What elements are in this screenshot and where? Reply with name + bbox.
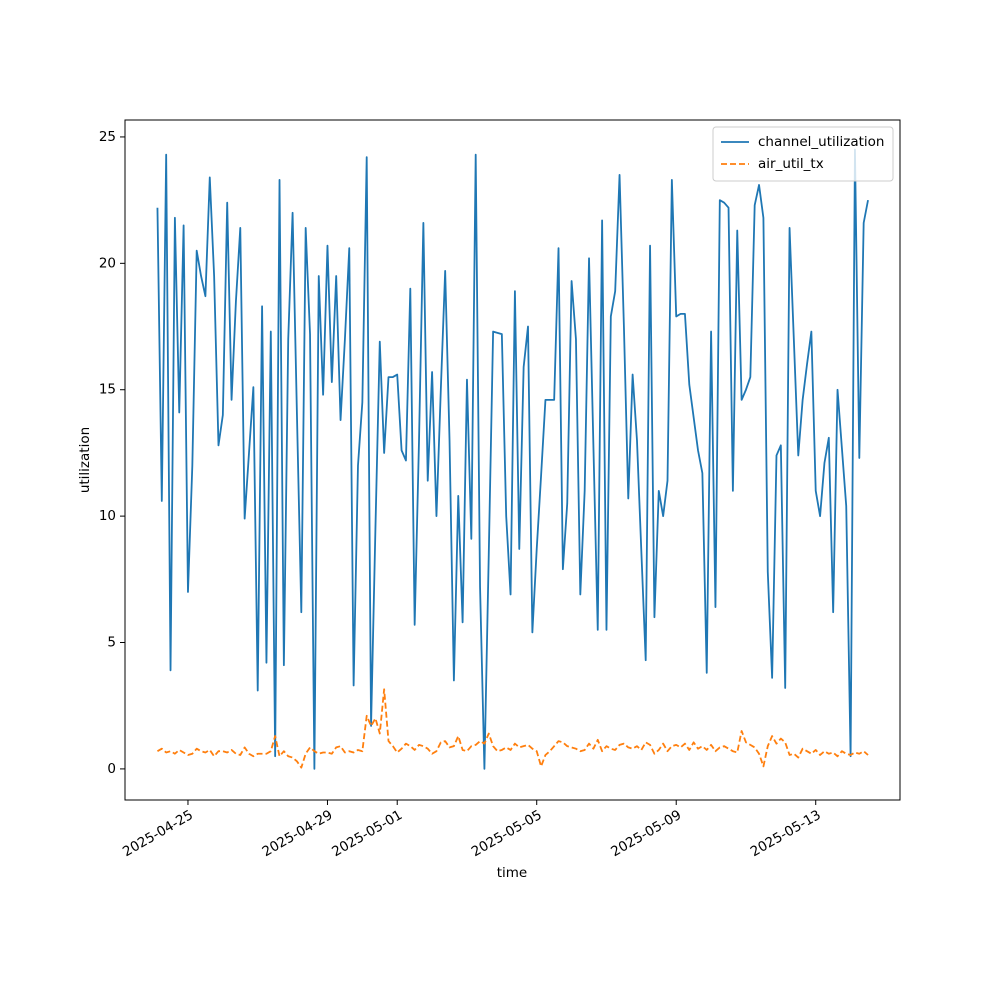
y-tick-label: 15 — [99, 382, 116, 398]
x-tick-label: 2025-04-25 — [120, 807, 196, 860]
x-tick-label: 2025-05-01 — [329, 807, 405, 860]
y-tick-label: 10 — [99, 508, 116, 524]
x-tick-label: 2025-05-13 — [748, 807, 824, 860]
y-tick-label: 5 — [107, 635, 116, 651]
y-axis-label: utilization — [77, 427, 93, 493]
x-axis-label: time — [497, 865, 528, 881]
y-tick-label: 0 — [107, 761, 116, 777]
x-tick-label: 2025-04-29 — [260, 807, 336, 860]
y-tick-label: 20 — [99, 255, 116, 271]
y-tick-label: 25 — [99, 129, 116, 145]
legend-label: channel_utilization — [758, 134, 885, 150]
data-line — [156, 688, 869, 769]
x-tick-label: 2025-05-05 — [469, 807, 545, 860]
plot-frame — [124, 119, 901, 801]
legend-label: air_util_tx — [758, 156, 824, 172]
legend-box — [712, 126, 894, 182]
data-line — [156, 148, 869, 770]
legend: channel_utilization air_util_tx — [712, 126, 894, 182]
x-tick-label: 2025-05-09 — [608, 807, 684, 860]
